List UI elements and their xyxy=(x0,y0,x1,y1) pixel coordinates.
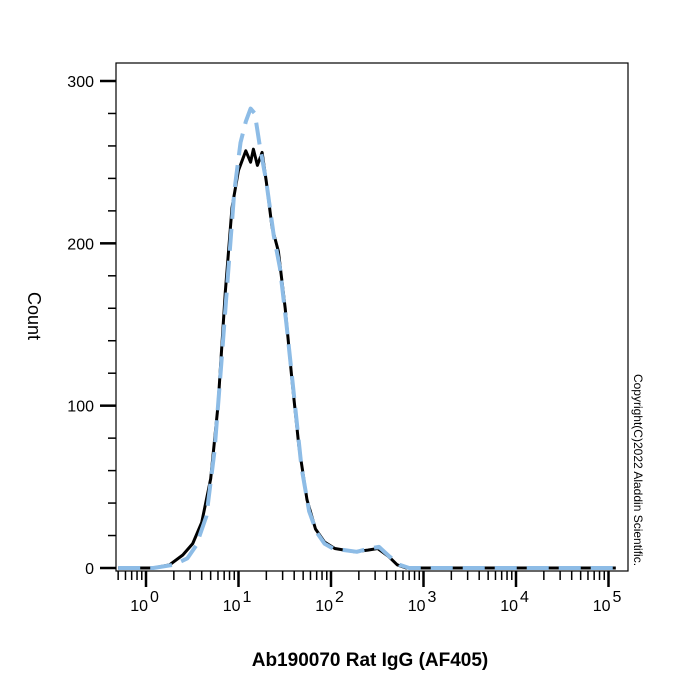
x-axis-label: Ab190070 Rat IgG (AF405) xyxy=(252,650,489,671)
y-tick-label: 300 xyxy=(67,74,94,91)
x-tick-exponent: 4 xyxy=(520,589,529,606)
y-axis: 0 100 200 300 xyxy=(67,74,116,578)
x-tick-exponent: 5 xyxy=(613,589,622,606)
x-tick-exponent: 1 xyxy=(243,589,252,606)
x-tick-base: 10 xyxy=(593,598,611,615)
x-tick-base: 10 xyxy=(223,598,241,615)
x-tick-exponent: 3 xyxy=(428,589,437,606)
series-line-dashed xyxy=(118,106,616,570)
x-tick-label: 10 xyxy=(223,598,241,615)
x-tick-label: 10 xyxy=(315,598,333,615)
x-tick-base: 10 xyxy=(408,598,426,615)
x-tick-label: 10 xyxy=(500,598,518,615)
x-tick-label: 10 xyxy=(130,598,148,615)
x-tick-base: 10 xyxy=(315,598,333,615)
plot-frame xyxy=(115,62,629,572)
y-axis-label: Count xyxy=(24,292,44,340)
x-tick-exponent: 0 xyxy=(150,589,159,606)
series-group xyxy=(118,106,616,570)
y-tick-label: 100 xyxy=(67,399,94,416)
x-tick-base: 10 xyxy=(500,598,518,615)
y-tick-label: 0 xyxy=(85,561,94,578)
x-tick-base: 10 xyxy=(130,598,148,615)
copyright-notice: Copyright(C)2022 Aladdin Scientific. xyxy=(631,374,645,566)
x-tick-label: 10 xyxy=(408,598,426,615)
y-tick-label: 200 xyxy=(67,236,94,253)
x-tick-label: 10 xyxy=(593,598,611,615)
series-line-solid xyxy=(118,147,616,570)
x-tick-exponent: 2 xyxy=(335,589,344,606)
